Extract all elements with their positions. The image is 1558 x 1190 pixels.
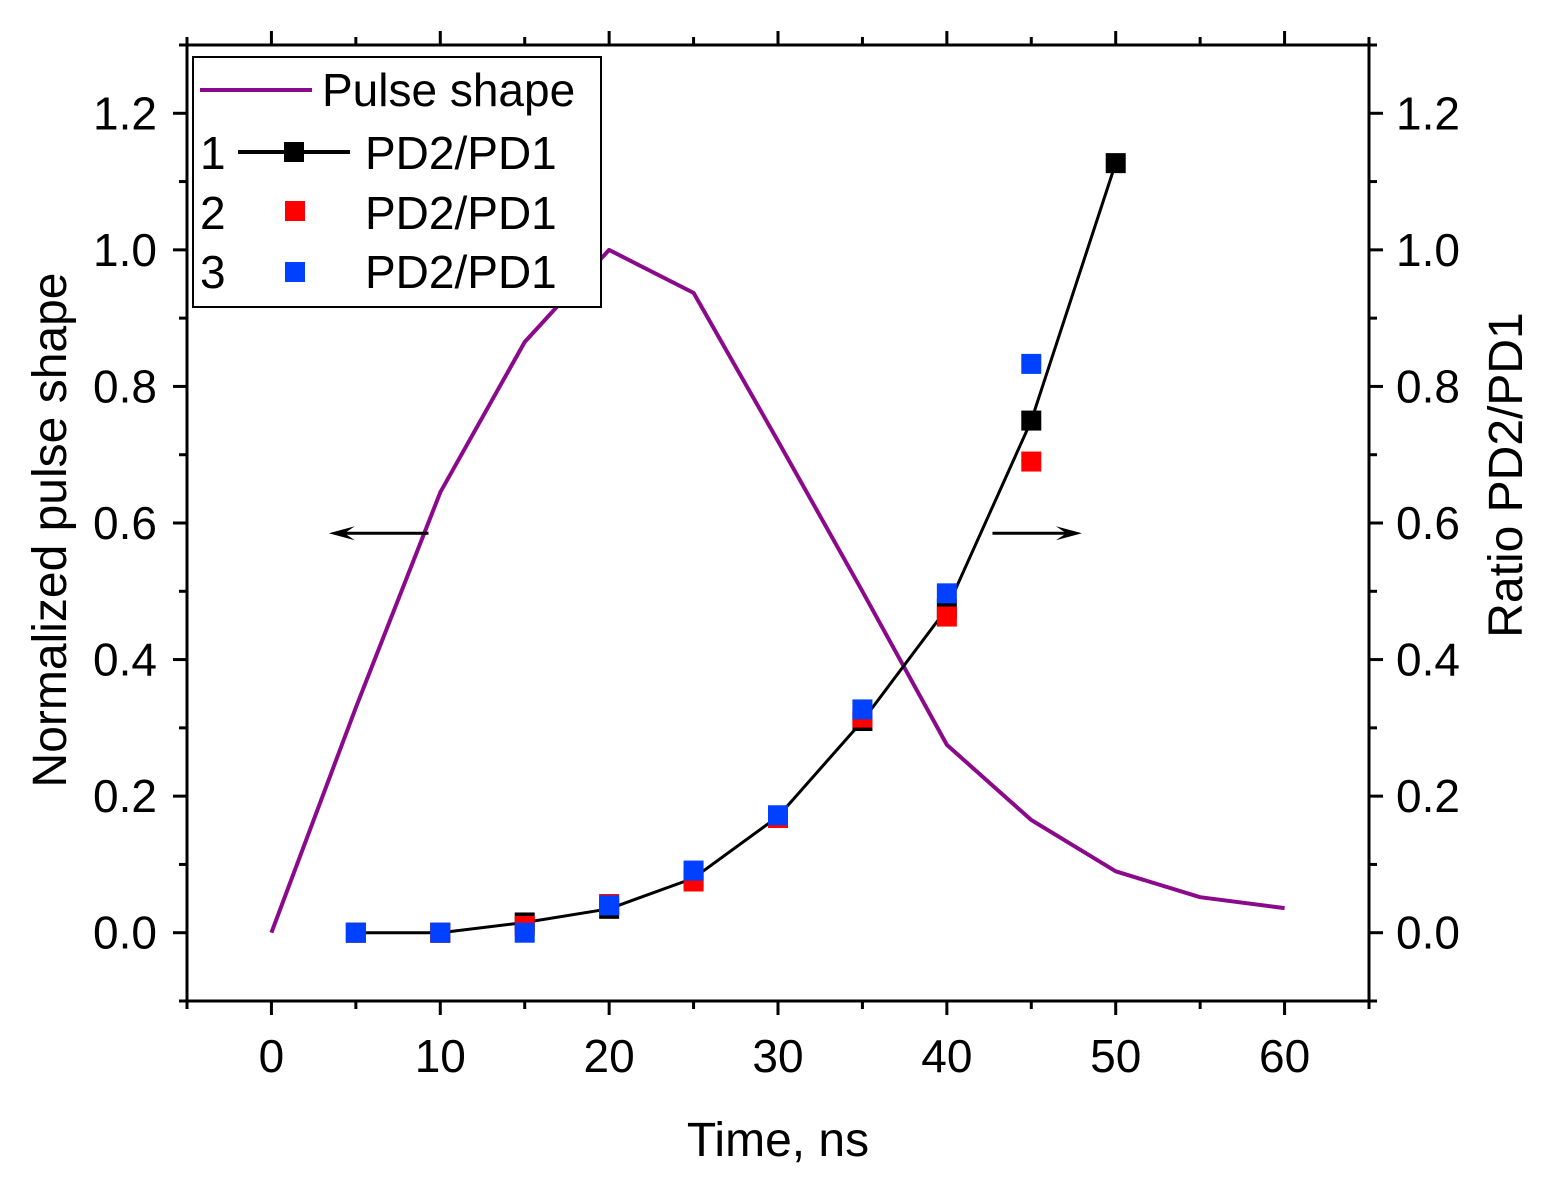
x-tick-label: 30 bbox=[752, 1030, 803, 1082]
y-tick-label-left: 0.8 bbox=[93, 360, 157, 412]
series-2-marker bbox=[1021, 451, 1042, 472]
y-tick-label-right: 0.0 bbox=[1396, 907, 1460, 959]
arrow-left-head bbox=[328, 526, 355, 541]
x-tick-label: 40 bbox=[921, 1030, 972, 1082]
series-3-marker bbox=[936, 583, 957, 604]
x-tick-label: 0 bbox=[259, 1030, 285, 1082]
legend-box bbox=[192, 56, 602, 308]
legend-label-3: PD2/PD1 bbox=[365, 246, 557, 298]
legend-number-2: 2 bbox=[200, 187, 226, 239]
legend-label-pulse-shape: Pulse shape bbox=[322, 64, 575, 116]
series-3-marker bbox=[683, 860, 704, 881]
y-tick-label-right: 0.6 bbox=[1396, 497, 1460, 549]
y-tick-label-left: 0.4 bbox=[93, 634, 157, 686]
y-tick-label-right: 0.4 bbox=[1396, 634, 1460, 686]
series-3-marker bbox=[768, 805, 788, 826]
series-3-marker bbox=[1021, 353, 1042, 374]
series-1-line bbox=[355, 162, 1118, 935]
y-tick-label-left: 1.2 bbox=[93, 87, 157, 139]
series-layer bbox=[269, 153, 1285, 943]
series-3-marker bbox=[345, 922, 366, 943]
y-tick-label-right: 0.2 bbox=[1396, 770, 1460, 822]
legend-number-1: 1 bbox=[200, 127, 226, 179]
y-tick-label-left: 1.0 bbox=[93, 224, 157, 276]
series-2-marker bbox=[936, 606, 957, 627]
x-axis-title: Time, ns bbox=[687, 1114, 869, 1167]
y-axis-title-right: Ratio PD2/PD1 bbox=[1480, 312, 1533, 637]
series-3-marker bbox=[514, 922, 535, 943]
annotation-layer bbox=[328, 526, 1082, 541]
series-3-marker bbox=[852, 699, 873, 720]
y-tick-label-right: 1.2 bbox=[1396, 87, 1460, 139]
x-tick-label: 50 bbox=[1090, 1030, 1141, 1082]
series-1-marker bbox=[1021, 410, 1042, 431]
legend-label-2: PD2/PD1 bbox=[365, 187, 557, 239]
y-tick-label-left: 0.0 bbox=[93, 907, 157, 959]
series-1-marker bbox=[1105, 153, 1126, 174]
y-tick-label-left: 0.2 bbox=[93, 770, 157, 822]
legend-swatch-square-3 bbox=[285, 262, 305, 282]
y-tick-label-right: 0.8 bbox=[1396, 360, 1460, 412]
ticks-layer: 0 10 20 30 40 50 60 0.0 0.2 0.4 0.6 0.8 1.0 1.2 0.0 0.2… bbox=[93, 31, 1460, 1082]
y-axis-title-left: Normalized pulse shape bbox=[24, 273, 77, 788]
x-tick-label: 20 bbox=[584, 1030, 635, 1082]
legend-number-3: 3 bbox=[200, 246, 226, 298]
legend-label-1: PD2/PD1 bbox=[365, 127, 557, 179]
x-tick-label: 10 bbox=[415, 1030, 466, 1082]
x-tick-label: 60 bbox=[1259, 1030, 1310, 1082]
legend-swatch-square-1 bbox=[284, 142, 304, 162]
series-3-marker bbox=[430, 922, 451, 943]
arrow-right-head bbox=[1055, 526, 1082, 541]
series-3-marker bbox=[599, 895, 620, 916]
legend: Pulse shape 1 PD2/PD1 2 PD2/PD1 3 PD2/PD… bbox=[192, 56, 602, 308]
y-tick-label-left: 0.6 bbox=[93, 497, 157, 549]
pulse-shape-line bbox=[269, 247, 1285, 934]
y-tick-label-right: 1.0 bbox=[1396, 224, 1460, 276]
legend-swatch-square-2 bbox=[285, 201, 305, 221]
